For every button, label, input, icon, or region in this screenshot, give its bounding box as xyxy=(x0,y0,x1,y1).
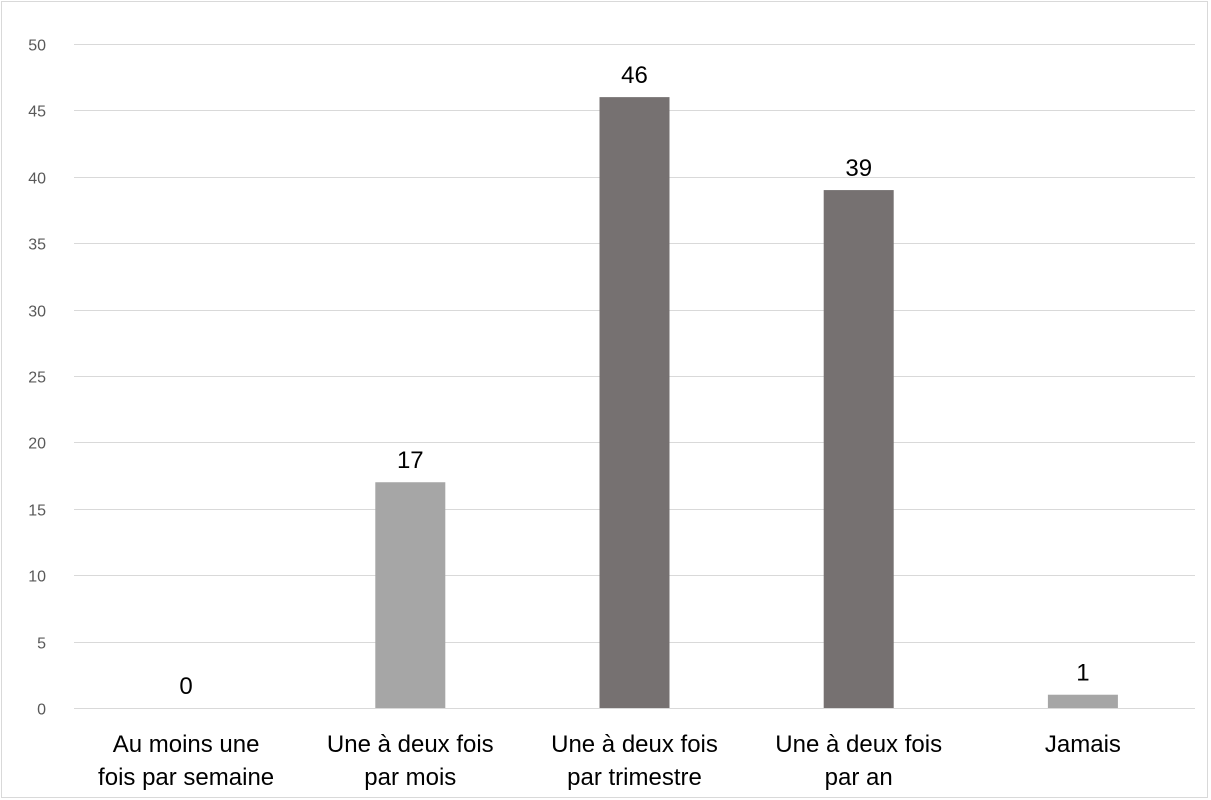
y-axis-ticks: 0 5 10 15 20 25 30 35 40 45 50 xyxy=(28,38,46,719)
x-tick-label: Une à deux fois par mois xyxy=(327,731,494,791)
data-label: 0 xyxy=(179,673,192,700)
y-tick-label: 20 xyxy=(28,436,46,453)
bar xyxy=(1047,694,1118,708)
y-tick-label: 25 xyxy=(28,370,46,387)
x-tick-label-line: par an xyxy=(825,764,893,791)
x-tick-label: Au moins une fois par semaine xyxy=(98,731,274,791)
x-tick-label: Jamais xyxy=(1045,731,1121,758)
data-label: 46 xyxy=(621,62,648,89)
y-tick-label: 35 xyxy=(28,237,46,254)
x-tick-label: Une à deux fois par trimestre xyxy=(551,731,718,791)
x-tick-label-line: Une à deux fois xyxy=(327,731,494,758)
y-tick-label: 15 xyxy=(28,503,46,520)
x-tick-label-line: fois par semaine xyxy=(98,764,274,791)
x-tick-label-line: par trimestre xyxy=(567,764,702,791)
data-label: 1 xyxy=(1076,660,1089,687)
y-tick-label: 0 xyxy=(37,702,46,719)
y-tick-label: 45 xyxy=(28,104,46,121)
bars xyxy=(375,97,1118,709)
data-labels: 0 17 46 39 1 xyxy=(179,62,1089,700)
y-tick-label: 5 xyxy=(37,636,46,653)
x-axis-labels: Au moins une fois par semaine Une à deux f… xyxy=(98,731,1121,791)
x-tick-label-line: Jamais xyxy=(1045,731,1121,758)
bar xyxy=(823,190,894,708)
y-tick-label: 30 xyxy=(28,304,46,321)
data-label: 17 xyxy=(397,447,424,474)
y-tick-label: 10 xyxy=(28,569,46,586)
x-tick-label: Une à deux fois par an xyxy=(775,731,942,791)
bar xyxy=(375,482,446,708)
x-tick-label-line: Au moins une xyxy=(113,731,260,758)
y-tick-label: 40 xyxy=(28,171,46,188)
x-tick-label-line: par mois xyxy=(364,764,456,791)
bar xyxy=(599,97,670,709)
data-label: 39 xyxy=(845,155,872,182)
y-tick-label: 50 xyxy=(28,38,46,55)
x-tick-label-line: Une à deux fois xyxy=(775,731,942,758)
x-tick-label-line: Une à deux fois xyxy=(551,731,718,758)
